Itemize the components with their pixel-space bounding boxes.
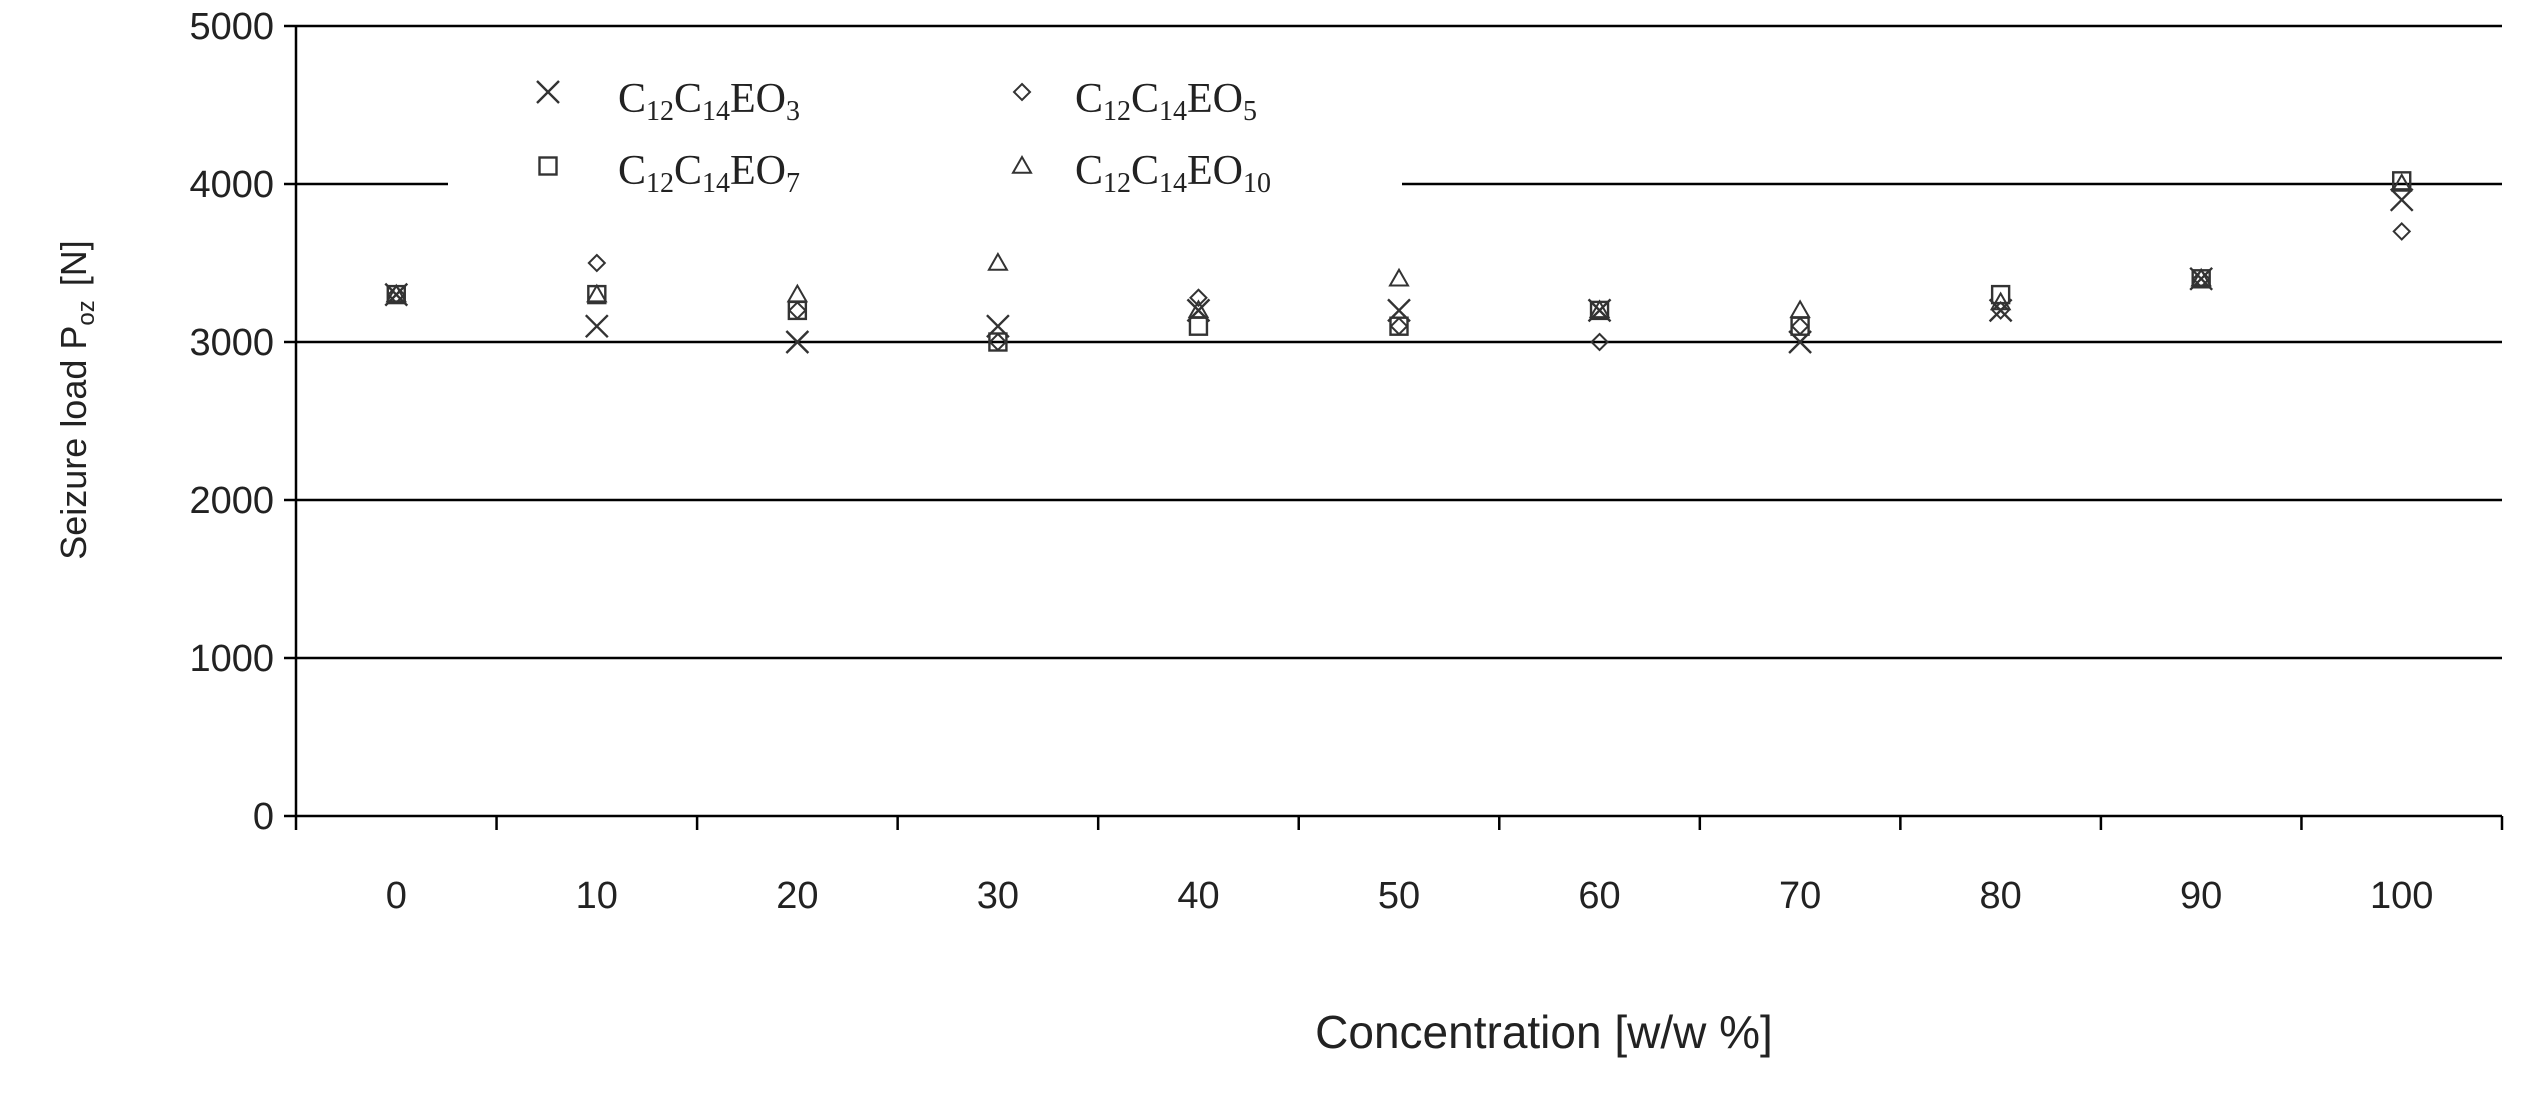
data-point-c12c14eo3-100	[2389, 187, 2414, 212]
legend-label-part: 14	[702, 168, 730, 199]
data-point-c12c14eo10-20	[786, 283, 809, 303]
data-point-c12c14eo5-60	[1590, 332, 1609, 352]
y-tick-label-4000: 4000	[189, 164, 274, 206]
data-point-c12c14eo5-20	[787, 300, 807, 320]
legend-marker-c12c14eo10	[1011, 154, 1033, 174]
x-tick-label-60: 60	[1578, 875, 1620, 917]
data-point-c12c14eo5-70	[1790, 316, 1810, 336]
legend-label-part: 3	[786, 96, 800, 127]
x-tick-label-20: 20	[776, 875, 818, 917]
data-point-c12c14eo7-40	[1188, 316, 1209, 336]
legend-label-c12c14eo7: C12C14EO7	[618, 148, 800, 199]
data-point-c12c14eo7-70	[1790, 316, 1810, 336]
legend-label-part: EO	[1187, 76, 1243, 122]
x-tick-label-40: 40	[1177, 875, 1219, 917]
data-point-c12c14eo5-10	[587, 253, 607, 273]
data-point-c12c14eo10-70	[1789, 299, 1811, 319]
data-point-c12c14eo5-40	[1189, 288, 1208, 308]
legend-label-part: EO	[730, 148, 786, 194]
y-axis-title-main: Seizure load P	[53, 326, 94, 560]
legend-label-part: 14	[1159, 96, 1187, 127]
legend-label-part: 14	[1159, 168, 1187, 199]
data-point-c12c14eo3-100-stroke-b	[2389, 187, 2414, 212]
data-point-c12c14eo3-20	[785, 330, 810, 354]
legend-marker-c12c14eo3	[536, 80, 560, 104]
data-point-c12c14eo5-80	[1991, 300, 2011, 320]
legend-label-part: EO	[730, 76, 786, 122]
data-point-c12c14eo10-90	[2190, 267, 2212, 287]
legend-label-part: 7	[786, 168, 800, 199]
legend-label-part: 12	[1103, 96, 1131, 127]
y-axis-title: Seizure load Poz [N]	[53, 240, 100, 560]
y-tick-label-2000: 2000	[189, 480, 274, 522]
y-tick-label-0: 0	[253, 796, 274, 838]
y-tick-label-3000: 3000	[189, 322, 274, 364]
legend-marker-c12c14eo7	[538, 156, 558, 176]
legend-label-c12c14eo5: C12C14EO5	[1075, 76, 1257, 127]
x-tick-label-50: 50	[1378, 875, 1420, 917]
data-point-c12c14eo10-100	[2391, 172, 2413, 192]
data-point-c12c14eo7-100	[2392, 171, 2412, 191]
legend-label-part: 10	[1243, 168, 1271, 199]
legend-marker-c12c14eo5	[1012, 82, 1032, 102]
legend-label-part: 14	[702, 96, 730, 127]
legend-label-part: 5	[1243, 96, 1257, 127]
data-point-c12c14eo5-100	[2392, 221, 2412, 241]
data-point-c12c14eo5-50	[1389, 316, 1409, 336]
y-axis-title-unit: [N]	[53, 240, 94, 286]
legend-label-c12c14eo10: C12C14EO10	[1075, 148, 1271, 199]
legend-label-part: C	[1131, 76, 1159, 122]
y-tick-label-1000: 1000	[189, 638, 274, 680]
legend-label-part: C	[674, 148, 702, 194]
legend-label-part: C	[1075, 76, 1103, 122]
legend-label-c12c14eo3: C12C14EO3	[618, 76, 800, 127]
legend-label-part: 12	[646, 168, 674, 199]
x-tick-label-10: 10	[576, 875, 618, 917]
data-point-c12c14eo10-60	[1588, 299, 1611, 319]
data-point-c12c14eo3-10	[584, 314, 609, 339]
legend-label-part: C	[674, 76, 702, 122]
legend-label-part: 12	[1103, 168, 1131, 199]
data-points	[384, 171, 2414, 354]
data-point-c12c14eo7-80	[1990, 284, 2011, 305]
data-point-c12c14eo10-30	[987, 251, 1009, 271]
data-point-c12c14eo7-50	[1389, 316, 1409, 336]
legend-label-part: C	[1075, 148, 1103, 194]
x-axis-title: Concentration [w/w %]	[1315, 1006, 1773, 1058]
x-tick-label-90: 90	[2180, 875, 2222, 917]
legend-label-part: C	[1131, 148, 1159, 194]
data-point-c12c14eo10-40	[1187, 299, 1210, 319]
data-point-c12c14eo10-10	[586, 283, 608, 303]
y-axis-title-subscript: oz	[73, 300, 100, 325]
x-tick-label-100: 100	[2370, 875, 2433, 917]
data-point-c12c14eo10-0	[385, 283, 407, 303]
x-tick-label-70: 70	[1779, 875, 1821, 917]
axes	[284, 24, 2504, 830]
data-point-c12c14eo3-20-stroke-b	[785, 330, 810, 354]
legend-label-part: C	[618, 148, 646, 194]
x-tick-label-30: 30	[977, 875, 1019, 917]
data-point-c12c14eo10-80	[1989, 291, 2012, 311]
legend-background	[448, 36, 1402, 208]
legend-label-part: C	[618, 76, 646, 122]
y-tick-label-5000: 5000	[189, 6, 274, 48]
legend-marker-c12c14eo3-stroke-b	[536, 80, 560, 104]
data-point-c12c14eo3-10-stroke-b	[584, 314, 609, 339]
x-tick-label-80: 80	[1979, 875, 2021, 917]
data-point-c12c14eo7-30	[988, 332, 1008, 352]
legend-label-part: 12	[646, 96, 674, 127]
data-point-c12c14eo10-50	[1388, 267, 1410, 287]
data-point-c12c14eo7-20	[787, 300, 808, 321]
x-tick-label-0: 0	[386, 875, 407, 917]
legend-label-part: EO	[1187, 148, 1243, 194]
tick-labels: 0 1000 2000 3000 4000 5000 0 10 20 30 40 50 60 70 80 90…	[189, 6, 2433, 917]
